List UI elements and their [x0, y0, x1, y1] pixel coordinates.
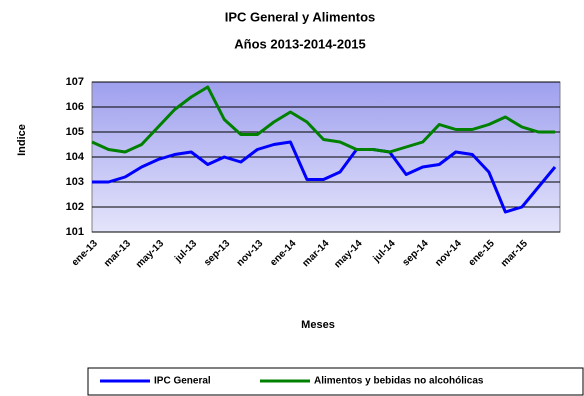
x-axis-label: Meses — [301, 319, 335, 331]
x-tick-label: ene-15 — [467, 238, 497, 268]
x-tick-label: mar-15 — [499, 238, 530, 269]
x-tick-label: jul-14 — [371, 238, 398, 265]
y-tick-label: 102 — [66, 201, 84, 213]
x-tick-label: mar-13 — [102, 238, 133, 269]
x-tick-label: ene-14 — [268, 238, 298, 268]
x-tick-label: sep-14 — [401, 238, 431, 268]
x-tick-label: mar-14 — [301, 238, 332, 269]
y-tick-label: 103 — [66, 176, 84, 188]
y-tick-label: 105 — [66, 126, 84, 138]
legend — [87, 367, 584, 396]
y-tick-label: 104 — [66, 151, 85, 163]
line-series — [91, 85, 555, 154]
y-tick-label: 101 — [66, 226, 84, 238]
chart-title: IPC General y Alimentos — [225, 9, 376, 24]
x-tick-label: may-13 — [134, 238, 166, 270]
y-axis-label: Indice — [16, 124, 28, 156]
legend-label: IPC General — [154, 376, 211, 387]
x-tick-label: ene-13 — [70, 238, 100, 268]
x-tick-label: may-14 — [332, 238, 364, 270]
line-series — [92, 140, 557, 214]
legend-label: Alimentos y bebidas no alcohólicas — [314, 376, 484, 387]
y-tick-label: 107 — [66, 76, 84, 88]
chart-subtitle: Años 2013-2014-2015 — [234, 36, 366, 51]
x-tick-label: nov-13 — [235, 238, 266, 269]
x-tick-label: jul-13 — [172, 238, 199, 265]
x-tick-label: sep-13 — [202, 238, 232, 268]
y-tick-label: 106 — [66, 101, 84, 113]
x-tick-label: nov-14 — [433, 238, 464, 269]
